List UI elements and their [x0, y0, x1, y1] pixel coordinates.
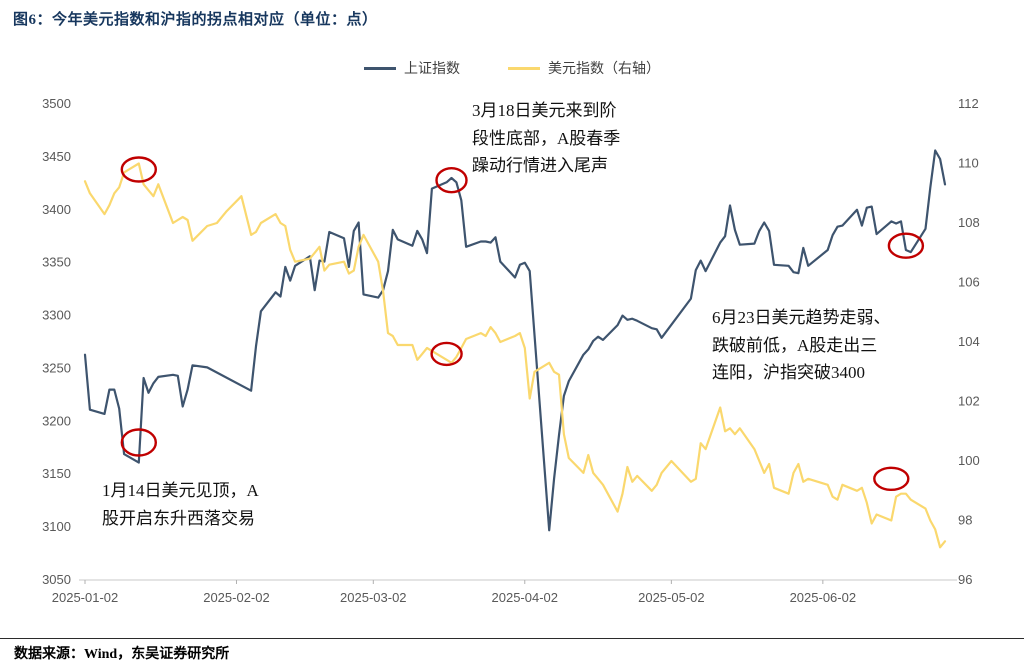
svg-text:3350: 3350: [42, 255, 71, 270]
svg-text:3200: 3200: [42, 413, 71, 428]
legend-label-dxy: 美元指数（右轴）: [548, 62, 660, 77]
legend-label-sse: 上证指数: [404, 62, 460, 77]
chart-legend: 上证指数 美元指数（右轴）: [0, 58, 1024, 78]
legend-item-dxy: 美元指数（右轴）: [508, 58, 660, 78]
right-axis-labels: 112 110 108 106 104 102 100 98 96: [958, 96, 980, 587]
dxy-line-swatch-icon: [508, 66, 540, 70]
turning-point-circle: [120, 428, 158, 457]
annotation-jun23: 6月23日美元趋势走弱、 跌破前低，A股走出三 连阳，沪指突破3400: [712, 308, 891, 383]
figure-footer: 数据来源：Wind，东吴证券研究所: [0, 638, 1024, 660]
svg-text:3500: 3500: [42, 96, 71, 111]
left-axis-labels: 3500 3450 3400 3350 3300 3250 3200 3150 3100 3050: [42, 96, 71, 587]
svg-text:3150: 3150: [42, 466, 71, 481]
svg-text:2025-03-02: 2025-03-02: [340, 590, 407, 605]
svg-text:3450: 3450: [42, 149, 71, 164]
svg-text:110: 110: [958, 156, 979, 171]
svg-text:3100: 3100: [42, 519, 71, 534]
line-dxy: [83, 162, 947, 549]
svg-text:112: 112: [958, 96, 979, 111]
svg-text:3400: 3400: [42, 202, 71, 217]
svg-text:3050: 3050: [42, 572, 71, 587]
svg-text:106: 106: [958, 275, 980, 290]
turning-point-circle: [873, 466, 910, 491]
chart-canvas: 2025-01-02 2025-02-02 2025-03-02 2025-04-02…: [42, 96, 980, 605]
svg-text:2025-04-02: 2025-04-02: [492, 590, 559, 605]
svg-text:3250: 3250: [42, 360, 71, 375]
turning-point-circle: [887, 232, 925, 259]
x-axis: 2025-01-02 2025-02-02 2025-03-02 2025-04-02…: [52, 579, 957, 605]
svg-text:104: 104: [958, 334, 980, 349]
svg-text:100: 100: [958, 453, 980, 468]
svg-text:108: 108: [958, 215, 980, 230]
legend-item-sse: 上证指数: [364, 58, 460, 78]
svg-text:3300: 3300: [42, 308, 71, 323]
sse-line-swatch-icon: [364, 66, 396, 70]
svg-text:96: 96: [958, 572, 972, 587]
svg-text:2025-05-02: 2025-05-02: [638, 590, 705, 605]
highlight-circles: [120, 156, 925, 491]
svg-text:2025-02-02: 2025-02-02: [203, 590, 270, 605]
turning-point-circle: [120, 156, 158, 183]
figure-title: 图6：今年美元指数和沪指的拐点相对应（单位：点）: [13, 12, 378, 28]
annotation-jan14: 1月14日美元见顶，A 股开启东升西落交易: [102, 481, 259, 528]
annotation-mar18: 3月18日美元来到阶 段性底部，A股春季 躁动行情进入尾声: [472, 101, 621, 176]
turning-point-circle: [430, 341, 463, 367]
svg-text:98: 98: [958, 513, 972, 528]
svg-text:102: 102: [958, 394, 980, 409]
line-sse: [83, 149, 947, 532]
turning-point-circle: [435, 166, 468, 194]
series-lines: [83, 149, 947, 549]
svg-text:2025-06-02: 2025-06-02: [790, 590, 857, 605]
data-source-text: 数据来源：Wind，东吴证券研究所: [14, 647, 230, 660]
svg-text:2025-01-02: 2025-01-02: [52, 590, 119, 605]
